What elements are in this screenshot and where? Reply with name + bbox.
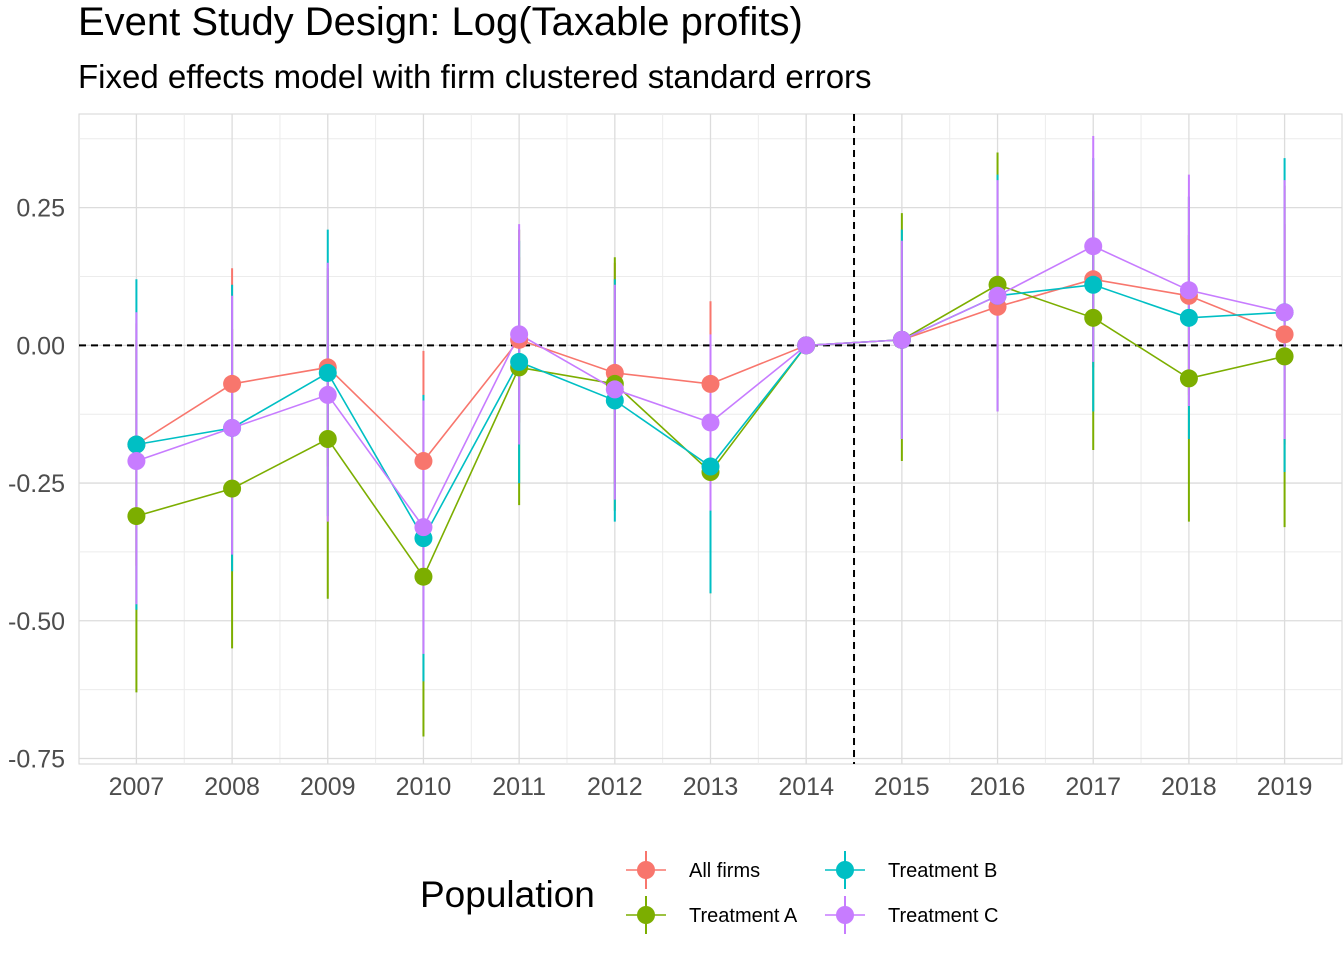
- y-tick-label: 0.25: [16, 195, 65, 223]
- data-point-treatment-b-2018: [1179, 308, 1198, 327]
- legend-label-treatment-a: Treatment A: [689, 905, 798, 927]
- legend-key-point-treatment-b: [836, 861, 854, 879]
- legend-label-treatment-c: Treatment C: [888, 905, 998, 927]
- axis-labels: -0.75 -0.50 -0.25 0.00 0.25 2007 2008 2009 2010 2…: [8, 195, 1312, 801]
- chart-title: Event Study Design: Log(Taxable profits): [78, 0, 803, 44]
- reference-lines: [79, 114, 1342, 764]
- data-point-treatment-b-2011: [510, 352, 529, 371]
- data-point-treatment-c-2017: [1084, 237, 1103, 256]
- data-point-treatment-c-2011: [510, 325, 529, 344]
- data-point-treatment-c-2019: [1275, 303, 1294, 322]
- data-point-treatment-c-2013: [701, 413, 720, 432]
- data-point-treatment-c-2015: [892, 330, 911, 349]
- data-point-treatment-a-2007: [127, 507, 146, 526]
- data-point-treatment-a-2017: [1084, 308, 1103, 327]
- x-tick-label: 2019: [1257, 773, 1313, 801]
- data-point-treatment-c-2010: [414, 518, 433, 537]
- data-point-treatment-a-2019: [1275, 347, 1294, 366]
- data-point-treatment-a-2008: [223, 479, 242, 498]
- data-point-treatment-a-2018: [1179, 369, 1198, 388]
- legend-title: Population: [420, 874, 595, 915]
- x-tick-label: 2012: [587, 773, 643, 801]
- legend-key-point-treatment-a: [637, 906, 655, 924]
- data-point-treatment-c-2014: [797, 336, 816, 355]
- data-point-treatment-c-2012: [605, 380, 624, 399]
- x-tick-label: 2010: [396, 773, 452, 801]
- x-tick-label: 2018: [1161, 773, 1217, 801]
- data-point-treatment-b-2009: [318, 363, 337, 382]
- data-point-treatment-c-2018: [1179, 281, 1198, 300]
- x-tick-label: 2007: [109, 773, 165, 801]
- data-point-treatment-c-2016: [988, 286, 1007, 305]
- x-tick-label: 2009: [300, 773, 356, 801]
- data-point-treatment-c-2008: [223, 418, 242, 437]
- data-point-all-firms-2019: [1275, 325, 1294, 344]
- legend-key-point-treatment-c: [836, 906, 854, 924]
- data-point-treatment-a-2010: [414, 567, 433, 586]
- x-tick-label: 2015: [874, 773, 930, 801]
- data-point-treatment-b-2017: [1084, 275, 1103, 294]
- x-tick-label: 2016: [970, 773, 1026, 801]
- series-points: [127, 237, 1294, 586]
- y-tick-label: 0.00: [16, 332, 65, 360]
- x-tick-label: 2013: [683, 773, 739, 801]
- y-tick-label: -0.75: [8, 745, 65, 773]
- y-tick-label: -0.50: [8, 608, 65, 636]
- x-tick-label: 2011: [492, 773, 546, 801]
- legend-key-point-all-firms: [637, 861, 655, 879]
- y-tick-label: -0.25: [8, 470, 65, 498]
- x-tick-label: 2014: [778, 773, 834, 801]
- x-tick-label: 2008: [204, 773, 260, 801]
- legend-label-all-firms: All firms: [689, 860, 760, 882]
- chart-subtitle: Fixed effects model with firm clustered …: [78, 58, 872, 95]
- data-point-all-firms-2008: [223, 374, 242, 393]
- data-point-all-firms-2013: [701, 374, 720, 393]
- data-point-treatment-b-2007: [127, 435, 146, 454]
- data-point-treatment-c-2007: [127, 452, 146, 471]
- data-point-all-firms-2010: [414, 452, 433, 471]
- legend: Population All firms Treatment A Treatment…: [420, 851, 998, 934]
- data-point-treatment-a-2009: [318, 430, 337, 448]
- data-point-treatment-b-2013: [701, 457, 720, 476]
- data-point-treatment-c-2009: [318, 385, 337, 404]
- legend-label-treatment-b: Treatment B: [888, 860, 997, 882]
- x-tick-label: 2017: [1065, 773, 1121, 801]
